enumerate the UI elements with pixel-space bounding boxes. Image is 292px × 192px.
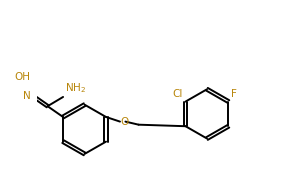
Text: O: O	[121, 117, 129, 127]
Text: Cl: Cl	[172, 89, 182, 99]
Text: OH: OH	[14, 72, 30, 82]
Text: N: N	[23, 91, 31, 101]
Text: F: F	[231, 89, 237, 99]
Text: NH$_2$: NH$_2$	[65, 82, 86, 95]
